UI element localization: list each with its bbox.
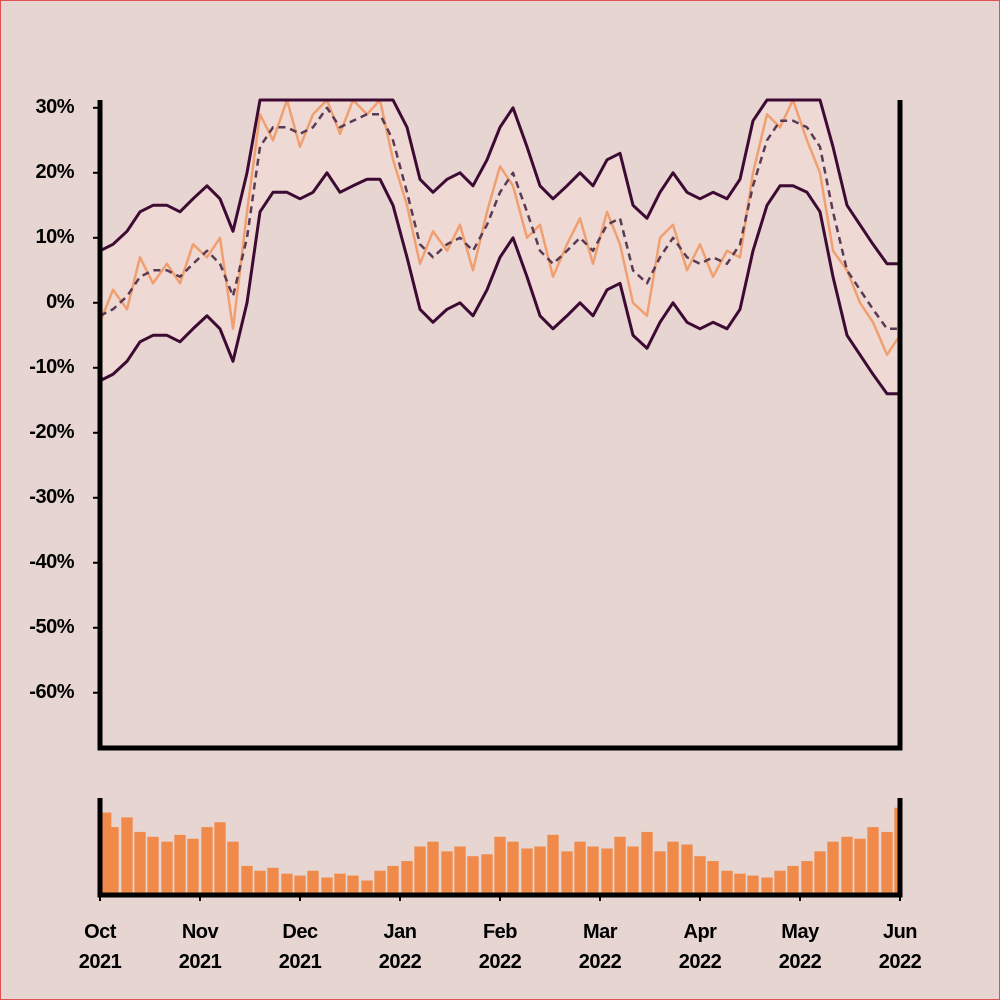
bar (254, 870, 266, 895)
bar (774, 870, 786, 895)
bar (681, 844, 693, 895)
bar (507, 841, 519, 895)
bar (587, 846, 599, 895)
bar (147, 836, 159, 895)
bar (414, 846, 426, 895)
bar (654, 851, 666, 895)
x-tick-label: Nov 2021 (179, 921, 222, 973)
bar (747, 875, 759, 895)
bar (801, 861, 813, 895)
x-tick-label: Jun 2022 (879, 921, 922, 973)
volume-panel: Oct 2021 Nov 2021 Dec 2021 Jan 2022 Feb 2022 Mar 20… (79, 807, 922, 973)
bar (241, 865, 253, 895)
bar (641, 831, 653, 895)
bar (401, 861, 413, 895)
bar (467, 856, 479, 895)
bar (481, 854, 493, 895)
bar (307, 870, 319, 895)
y-tick-label: -60% (29, 681, 74, 703)
bar (347, 875, 359, 895)
bar (867, 827, 879, 895)
x-tick-label: Dec 2021 (279, 921, 322, 973)
bar (227, 841, 239, 895)
price-line (98, 98, 902, 357)
bar (441, 851, 453, 895)
bar (174, 834, 186, 895)
mean-line (99, 106, 900, 331)
y-tick-label: 20% (35, 161, 74, 183)
bar (107, 827, 119, 895)
bar (734, 873, 746, 895)
volume-frame (97, 798, 903, 898)
bar (881, 831, 893, 895)
band-line (99, 98, 900, 266)
bar (694, 856, 706, 895)
bar (134, 831, 146, 895)
bar (667, 841, 679, 895)
bar (521, 848, 533, 895)
x-tick-label: Mar 2022 (579, 921, 622, 973)
bar (361, 880, 373, 895)
y-tick-label: 10% (35, 226, 74, 248)
bar (601, 848, 613, 895)
band-line (99, 171, 900, 396)
x-tick-label: Jan 2022 (379, 921, 422, 973)
bar (427, 841, 439, 895)
bar (201, 827, 213, 895)
bar (827, 841, 839, 895)
main-panel: 30% 20% 10% 0% -10% -20% -30% -40% -50% -60% (29, 96, 902, 703)
bar (787, 865, 799, 895)
bar (387, 865, 399, 895)
bar (761, 877, 773, 895)
bar (267, 867, 279, 895)
bar (214, 822, 226, 895)
y-tick-label: 30% (35, 96, 74, 118)
bar (614, 836, 626, 895)
bar (561, 851, 573, 895)
bar (814, 851, 826, 895)
bar (100, 812, 112, 895)
main-frame (97, 100, 903, 751)
y-tick-label: -20% (29, 421, 74, 443)
bar (121, 817, 133, 895)
bar (627, 846, 639, 895)
y-tick-label: 0% (46, 291, 75, 313)
band (100, 100, 900, 394)
bar (454, 846, 466, 895)
y-tick-label: -40% (29, 551, 74, 573)
bar (547, 834, 559, 895)
bar (707, 861, 719, 895)
bar (321, 877, 333, 895)
bar (721, 870, 733, 895)
bar (894, 807, 900, 895)
y-tick-label: -10% (29, 356, 74, 378)
bar (841, 836, 853, 895)
y-tick-label: -30% (29, 486, 74, 508)
bar (334, 873, 346, 895)
x-tick-label: Apr 2022 (679, 921, 722, 973)
bar (854, 838, 866, 895)
bar (374, 870, 386, 895)
bar (534, 846, 546, 895)
bar (294, 875, 306, 895)
x-tick-label: Oct 2021 (79, 921, 122, 973)
bar (494, 836, 506, 895)
x-tick-label: May 2022 (779, 921, 822, 973)
x-tick-label: Feb 2022 (479, 921, 522, 973)
bar (161, 841, 173, 895)
bar (187, 838, 199, 895)
bar (574, 841, 586, 895)
y-tick-label: -50% (29, 616, 74, 638)
bar (281, 873, 293, 895)
